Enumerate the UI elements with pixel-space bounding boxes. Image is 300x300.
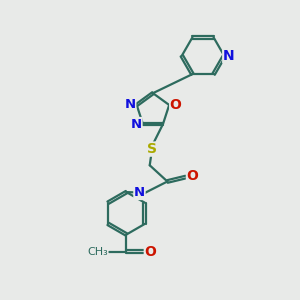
Text: CH₃: CH₃ — [87, 247, 108, 256]
Text: S: S — [147, 142, 157, 156]
Text: N: N — [131, 118, 142, 130]
Text: O: O — [187, 169, 198, 184]
Text: H: H — [135, 186, 144, 199]
Text: N: N — [134, 187, 145, 200]
Text: N: N — [223, 49, 234, 63]
Text: O: O — [170, 98, 182, 112]
Text: N: N — [125, 98, 136, 112]
Text: O: O — [144, 244, 156, 259]
